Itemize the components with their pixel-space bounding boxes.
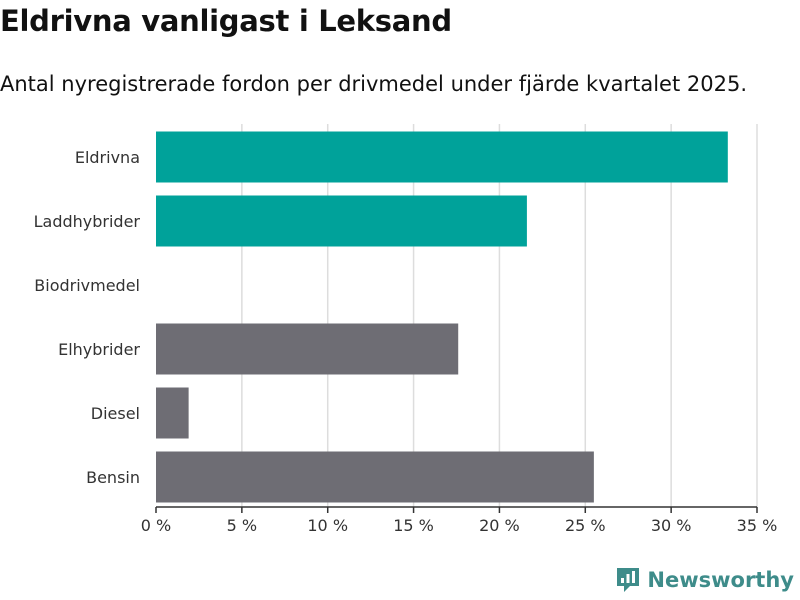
x-tick-label: 15 % xyxy=(393,516,434,535)
x-tick-label: 10 % xyxy=(307,516,348,535)
x-tick-label: 20 % xyxy=(479,516,520,535)
x-tick-label: 30 % xyxy=(651,516,692,535)
x-axis: 0 % 5 % 10 % 15 % 20 % 25 % 30 % 35 % xyxy=(141,506,778,535)
bar-laddhybrider xyxy=(156,195,527,247)
brand-name: Newsworthy xyxy=(647,568,794,592)
x-tick-label: 0 % xyxy=(141,516,171,535)
bar-bensin xyxy=(156,451,594,503)
category-label: Elhybrider xyxy=(58,340,140,359)
bar-diesel xyxy=(156,387,189,439)
bar-elhybrider xyxy=(156,323,459,375)
newsworthy-logo-icon xyxy=(617,568,640,592)
x-tick-label: 5 % xyxy=(227,516,257,535)
chart-subtitle: Antal nyregistrerade fordon per drivmede… xyxy=(0,72,748,96)
category-label: Diesel xyxy=(91,404,140,423)
grid-lines xyxy=(241,124,758,507)
brand-logo: Newsworthy xyxy=(615,566,794,594)
bar-eldrivna xyxy=(156,131,728,183)
category-labels: Eldrivna Laddhybrider Biodrivmedel Elhybrid… xyxy=(34,148,141,487)
category-label: Eldrivna xyxy=(75,148,140,167)
x-tick-label: 25 % xyxy=(565,516,606,535)
category-label: Biodrivmedel xyxy=(34,276,140,295)
x-tick-label: 35 % xyxy=(737,516,778,535)
category-label: Laddhybrider xyxy=(34,212,141,231)
chart-title: Eldrivna vanligast i Leksand xyxy=(0,4,452,38)
category-label: Bensin xyxy=(86,468,140,487)
bars xyxy=(156,131,728,503)
